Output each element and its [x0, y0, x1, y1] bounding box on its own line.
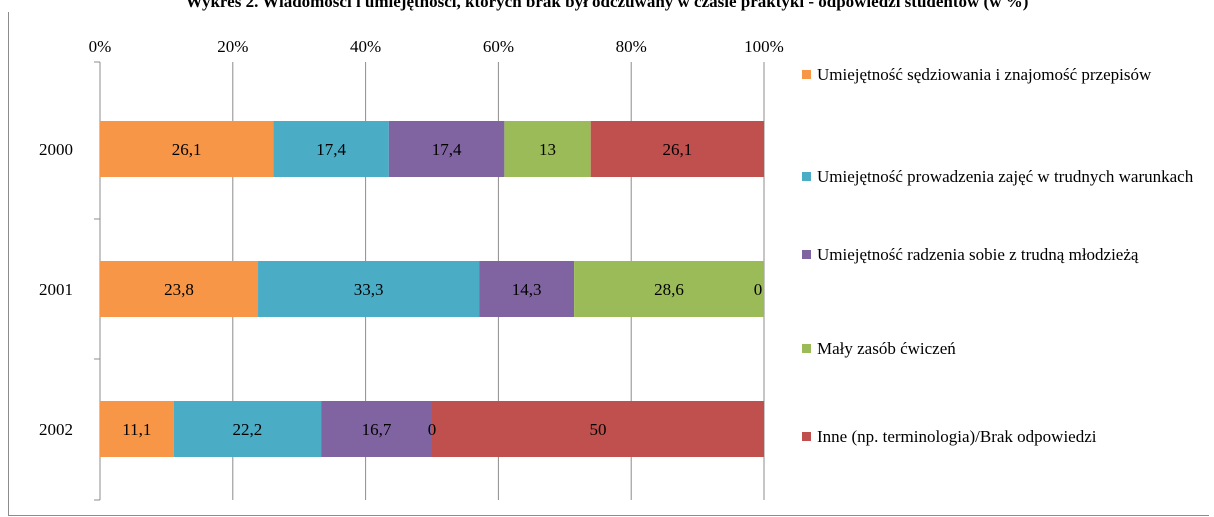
legend-item: Inne (np. terminologia)/Brak odpowiedzi: [802, 426, 1197, 448]
data-label: 14,3: [512, 280, 542, 299]
legend-swatch: [802, 344, 811, 353]
data-label: 0: [428, 420, 437, 439]
legend-swatch: [802, 432, 811, 441]
bar-segment: [258, 261, 480, 317]
y-tick-label: 2000: [39, 140, 73, 159]
bar-segment: [574, 261, 764, 317]
chart-frame: [8, 12, 1209, 516]
bar-segment: [479, 261, 575, 317]
legend-swatch: [802, 172, 811, 181]
bar-segment: [100, 401, 174, 457]
x-axis-ticks: 0% 20% 40% 60% 80% 100%: [89, 37, 784, 56]
y-tick-label: 2001: [39, 280, 73, 299]
bar-segment: [273, 121, 389, 177]
legend-label: Umiejętność prowadzenia zajęć w trudnych…: [817, 167, 1194, 186]
data-label: 23,8: [164, 280, 194, 299]
data-label: 17,4: [432, 140, 462, 159]
data-label: 28,6: [654, 280, 684, 299]
bar-segment: [100, 121, 274, 177]
data-label: 0: [754, 280, 763, 299]
legend-item: Umiejętność sędziowania i znajomość prze…: [802, 64, 1197, 86]
data-label: 50: [590, 420, 607, 439]
legend-swatch: [802, 250, 811, 259]
data-labels: 26,1 17,4 17,4 13 26,1 23,8 33,3 14,3 28,6 0 11,1 2…: [122, 140, 762, 439]
x-tick-label: 20%: [217, 37, 248, 56]
legend-swatch: [802, 70, 811, 79]
legend-item: Umiejętność radzenia sobie z trudną młod…: [802, 244, 1197, 266]
x-tick-label: 40%: [350, 37, 381, 56]
legend-label: Umiejętność radzenia sobie z trudną młod…: [817, 245, 1139, 264]
bars: [100, 121, 764, 457]
data-label: 17,4: [316, 140, 346, 159]
x-tick-label: 60%: [483, 37, 514, 56]
x-tick-label: 80%: [616, 37, 647, 56]
data-label: 16,7: [362, 420, 392, 439]
x-tick-label: 0%: [89, 37, 112, 56]
bar-segment: [432, 401, 764, 457]
legend-label: Inne (np. terminologia)/Brak odpowiedzi: [817, 427, 1097, 446]
chart-title: Wykres 2. Wiadomości i umiejętności, któ…: [185, 0, 1029, 11]
legend-label: Mały zasób ćwiczeń: [817, 339, 956, 358]
bar-segment: [590, 121, 764, 177]
bar-segment: [388, 121, 505, 177]
data-label: 22,2: [233, 420, 263, 439]
legend-item: Umiejętność prowadzenia zajęć w trudnych…: [802, 166, 1197, 188]
data-label: 11,1: [122, 420, 151, 439]
legend-label: Umiejętność sędziowania i znajomość prze…: [817, 65, 1152, 84]
bar-segment: [100, 261, 259, 317]
data-label: 13: [539, 140, 556, 159]
legend-item: Mały zasób ćwiczeń: [802, 338, 1197, 360]
stacked-bar-chart: 0% 20% 40% 60% 80% 100% 2000 2001 2002 26,1 17,4…: [39, 37, 784, 501]
y-axis: 2000 2001 2002: [39, 61, 101, 501]
data-label: 33,3: [354, 280, 384, 299]
bar-segment: [321, 401, 432, 457]
bar-segment: [504, 121, 591, 177]
y-tick-label: 2002: [39, 420, 73, 439]
bar-segment: [173, 401, 322, 457]
data-label: 26,1: [172, 140, 202, 159]
x-tick-label: 100%: [744, 37, 784, 56]
data-label: 26,1: [662, 140, 692, 159]
